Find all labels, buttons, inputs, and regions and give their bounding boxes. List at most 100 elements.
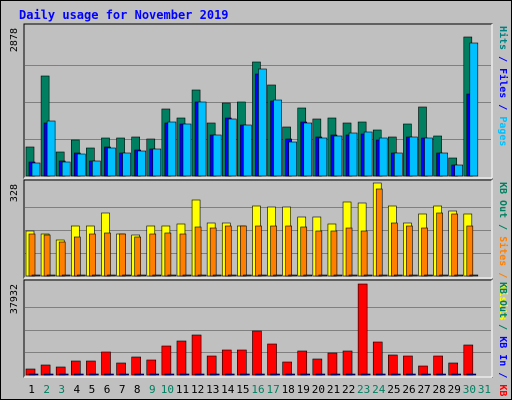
- bar-kbin-kb-f-day-16: [252, 330, 262, 376]
- bar-hits-pages-day-12: [197, 101, 207, 177]
- bar-hits-pages-day-10: [167, 121, 177, 177]
- bar-hits-pages-day-19: [303, 122, 313, 177]
- bar-visits-sites-day-19: [300, 226, 308, 277]
- bar-hits-pages-day-26: [409, 136, 418, 177]
- bar-kbin-kb-f-day-7: [116, 362, 126, 376]
- bar-kbin-kb-in-day-29: [451, 373, 462, 376]
- bar-kbin-kb-in-day-21: [330, 373, 341, 376]
- bar-kbin-kb-in-day-14: [224, 373, 235, 376]
- bar-kbin-kb-in-day-11: [179, 373, 190, 376]
- chart-title: Daily usage for November 2019: [19, 8, 229, 22]
- x-tick-day-15: 15: [236, 383, 249, 396]
- legend-text-kbin-4: KB F: [497, 384, 508, 400]
- bar-kbin-kb-f-day-9: [146, 359, 157, 376]
- bar-kbin-kb-in-day-4: [73, 373, 84, 376]
- x-tick-day-27: 27: [417, 383, 430, 396]
- bar-visits-kb-out-day-6: [107, 274, 116, 277]
- x-tick-day-19: 19: [297, 383, 310, 396]
- bar-visits-sites-day-11: [179, 233, 187, 277]
- legend-text-visits-2: Sites: [497, 236, 509, 266]
- bar-visits-kb-out-day-1: [31, 274, 41, 277]
- bar-visits-kb-out-day-4: [76, 274, 86, 277]
- bar-visits-kb-out-day-30: [469, 274, 479, 277]
- x-tick-day-25: 25: [387, 383, 400, 396]
- x-tick-day-18: 18: [282, 383, 295, 396]
- x-tick-day-3: 3: [58, 383, 65, 396]
- panel-kbin: 37932 KB Out / KB In / KB F: [9, 279, 508, 400]
- bar-visits-sites-day-13: [209, 227, 217, 277]
- x-tick-day-10: 10: [161, 383, 174, 396]
- bar-kbin-kb-f-day-29: [448, 362, 459, 376]
- bar-kbin-kb-in-day-18: [285, 373, 295, 376]
- x-tick-day-29: 29: [448, 383, 461, 396]
- legend-text-kbin-1: /: [497, 318, 508, 336]
- bar-kbin-kb-in-day-2: [43, 373, 54, 376]
- bar-visits-sites-day-4: [73, 236, 81, 277]
- bar-visits-sites-day-3: [58, 241, 66, 277]
- legend-kbin: KB Out / KB In / KB F: [497, 282, 508, 400]
- bar-visits-sites-day-18: [285, 225, 292, 277]
- legend-text-visits-0: KB Out: [497, 182, 508, 218]
- bar-visits-sites-day-24: [375, 188, 383, 277]
- bar-hits-pages-day-15: [243, 124, 252, 177]
- bar-visits-sites-day-30: [466, 225, 474, 277]
- x-tick-day-8: 8: [134, 383, 141, 396]
- bar-visits-sites-day-1: [28, 233, 36, 277]
- bar-hits-pages-day-29: [454, 164, 464, 177]
- bar-visits-sites-day-10: [164, 232, 172, 277]
- bar-visits-sites-day-27: [421, 227, 428, 277]
- bar-hits-pages-day-11: [182, 123, 192, 177]
- x-tick-day-11: 11: [176, 383, 189, 396]
- x-tick-day-9: 9: [149, 383, 156, 396]
- bar-visits-kb-out-day-3: [61, 274, 71, 277]
- bar-hits-pages-day-28: [439, 152, 448, 177]
- bar-hits-pages-day-22: [348, 132, 358, 177]
- bar-visits-kb-out-day-12: [197, 274, 207, 277]
- bar-visits-kb-out-day-29: [454, 274, 464, 277]
- bar-visits-sites-day-16: [255, 225, 262, 277]
- bar-kbin-kb-in-day-3: [58, 373, 69, 376]
- bar-kbin-kb-in-day-24: [375, 373, 386, 376]
- bar-visits-kb-out-day-18: [288, 274, 297, 277]
- bar-visits-kb-out-day-14: [227, 274, 237, 277]
- bar-kbin-kb-f-day-2: [40, 364, 51, 376]
- x-tick-day-14: 14: [221, 383, 235, 396]
- bar-hits-pages-day-1: [31, 162, 41, 177]
- bar-visits-kb-out-day-24: [378, 274, 388, 277]
- bar-visits-kb-out-day-5: [92, 274, 101, 277]
- bar-visits-kb-out-day-21: [333, 274, 343, 277]
- y-max-label-hits: 2878: [9, 28, 20, 52]
- bar-visits-kb-out-day-25: [394, 274, 403, 277]
- legend-text-hits-0: Hits: [497, 26, 509, 50]
- bar-visits-kb-out-day-16: [258, 274, 267, 277]
- legend-text-hits-2: Files: [497, 68, 509, 98]
- bar-kbin-kb-in-day-9: [149, 373, 160, 376]
- bar-kbin-kb-f-day-17: [267, 343, 277, 376]
- bar-kbin-kb-in-day-27: [421, 373, 431, 376]
- bar-kbin-kb-f-day-30: [463, 344, 474, 376]
- bar-visits-sites-day-2: [43, 234, 51, 277]
- bar-visits-kb-out-day-13: [212, 274, 222, 277]
- bar-kbin-kb-in-day-12: [194, 373, 205, 376]
- x-tick-day-22: 22: [342, 383, 355, 396]
- legend-text-visits-3: /: [497, 266, 508, 284]
- bar-kbin-kb-f-day-10: [161, 345, 172, 376]
- bar-visits-sites-day-6: [104, 232, 111, 277]
- x-tick-day-24: 24: [372, 383, 386, 396]
- bar-visits-kb-out-day-22: [348, 274, 358, 277]
- bar-visits-kb-out-day-20: [318, 274, 328, 277]
- bar-visits-kb-out-day-11: [182, 274, 192, 277]
- bar-visits-kb-out-day-23: [363, 274, 373, 277]
- bar-visits-sites-day-29: [451, 213, 459, 277]
- bar-visits-sites-day-12: [194, 226, 202, 277]
- bar-visits-sites-day-14: [224, 225, 232, 277]
- bar-kbin-kb-in-day-20: [315, 373, 326, 376]
- bar-visits-sites-day-8: [134, 236, 141, 277]
- bar-hits-pages-day-5: [92, 160, 101, 177]
- x-tick-day-21: 21: [327, 383, 340, 396]
- bar-kbin-kb-f-day-4: [70, 360, 81, 376]
- x-tick-day-16: 16: [251, 383, 264, 396]
